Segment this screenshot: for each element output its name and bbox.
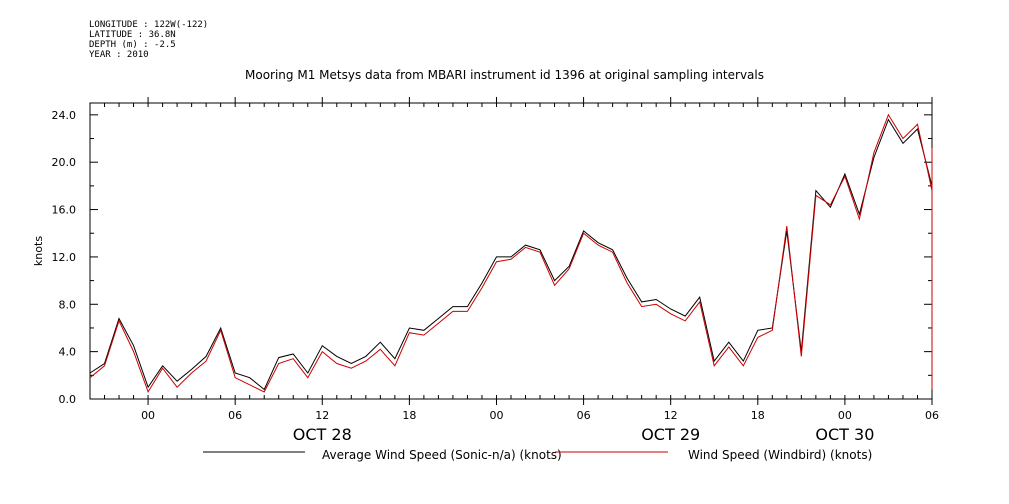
depth-label: DEPTH (m) : -2.5 — [89, 40, 176, 50]
metadata-block: LONGITUDE : 122W(-122) LATITUDE : 36.8N … — [89, 20, 208, 60]
x-tick-label: 06 — [577, 409, 591, 422]
latitude-label: LATITUDE : 36.8N — [89, 30, 176, 40]
y-tick-label: 0.0 — [59, 393, 77, 406]
y-tick-label: 24.0 — [52, 109, 77, 122]
x-tick-label: 06 — [228, 409, 242, 422]
x-tick-label: 12 — [315, 409, 329, 422]
y-tick-label: 16.0 — [52, 204, 77, 217]
x-tick-label: 18 — [402, 409, 416, 422]
x-tick-label: 00 — [141, 409, 155, 422]
series-line-1 — [89, 118, 933, 391]
x-tick-label: 00 — [489, 409, 503, 422]
y-tick-label: 8.0 — [59, 298, 77, 311]
x-tick-label: 12 — [664, 409, 678, 422]
year-label: YEAR : 2010 — [89, 50, 149, 60]
x-date-label: OCT 28 — [293, 425, 352, 444]
x-date-label: OCT 29 — [641, 425, 700, 444]
x-date-label: OCT 30 — [815, 425, 874, 444]
x-tick-label: 00 — [838, 409, 852, 422]
y-tick-label: 12.0 — [52, 251, 77, 264]
longitude-label: LONGITUDE : 122W(-122) — [89, 20, 209, 30]
y-axis-label: knots — [32, 236, 45, 266]
y-tick-label: 20.0 — [52, 156, 77, 169]
chart-title: Mooring M1 Metsys data from MBARI instru… — [245, 68, 764, 82]
x-tick-label: 06 — [925, 409, 939, 422]
legend-entry-2: Wind Speed (Windbird) (knots) — [688, 448, 872, 462]
plot-frame — [89, 102, 933, 400]
y-tick-label: 4.0 — [59, 346, 77, 359]
x-tick-label: 18 — [751, 409, 765, 422]
series-line-2 — [89, 113, 933, 394]
legend-entry-1: Average Wind Speed (Sonic-n/a) (knots) — [322, 448, 562, 462]
